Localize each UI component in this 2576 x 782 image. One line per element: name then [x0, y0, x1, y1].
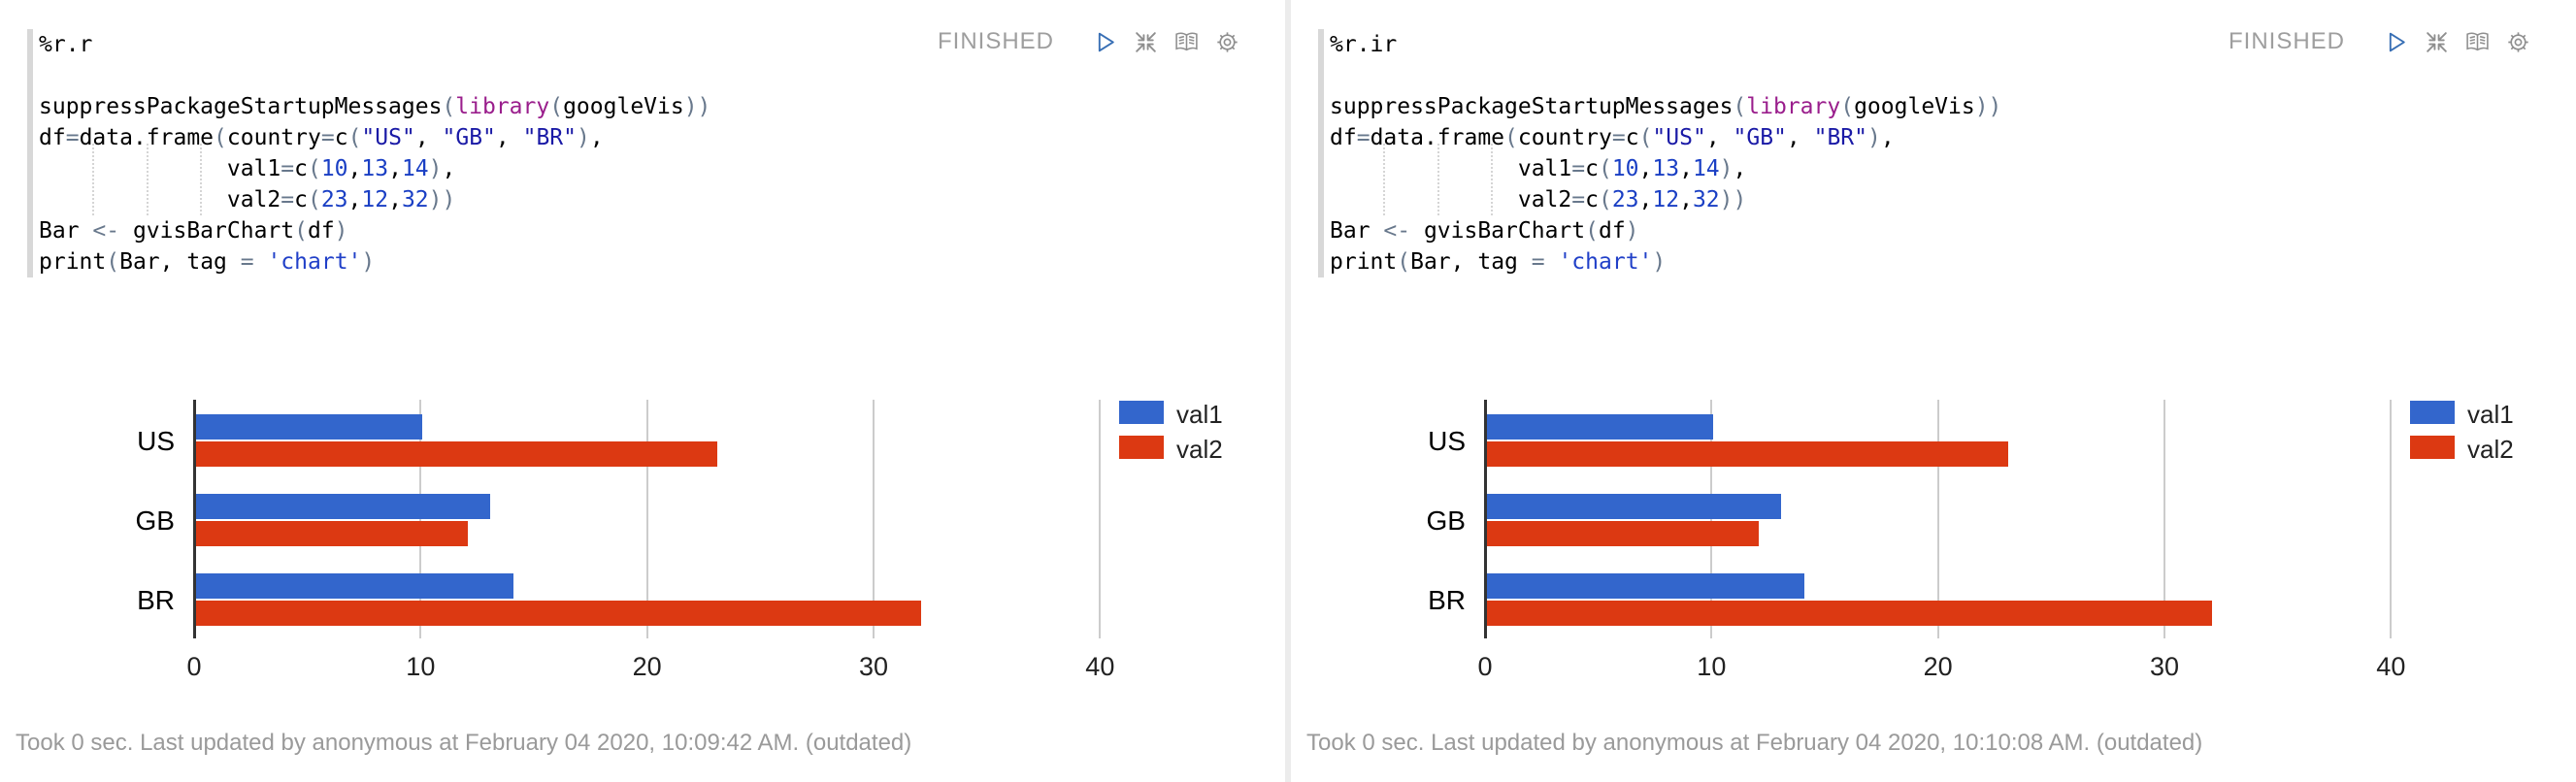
legend-label-val2: val2	[2467, 435, 2514, 464]
x-tick-label: 10	[1697, 652, 1727, 681]
x-tick-label: 40	[1085, 652, 1115, 681]
code-line: Bar <- gvisBarChart(df)	[1330, 218, 1639, 244]
report-icon[interactable]	[2464, 29, 2491, 55]
paragraph-divider	[1285, 0, 1291, 782]
paragraph-interpreter-title: %r.ir	[1330, 32, 1398, 57]
axis-line	[193, 400, 196, 638]
bar-val2-BR[interactable]	[196, 601, 921, 626]
x-tick-label: 30	[858, 652, 889, 681]
bar-val1-GB[interactable]	[1487, 494, 1781, 519]
paragraph-interpreter-title: %r.r	[39, 32, 93, 57]
code-lines: suppressPackageStartupMessages(library(g…	[1330, 60, 2537, 277]
code-line: Bar <- gvisBarChart(df)	[39, 218, 348, 244]
x-tick-label: 40	[2376, 652, 2406, 681]
x-tick-label: 20	[632, 652, 662, 681]
code-area: %r.r suppressPackageStartupMessages(libr…	[39, 29, 1246, 277]
category-label: US	[1428, 426, 1466, 456]
category-label: GB	[1426, 505, 1466, 536]
gridline	[873, 400, 875, 638]
category-label: BR	[1428, 585, 1466, 615]
x-tick-label: 10	[406, 652, 436, 681]
x-tick-label: 0	[1477, 652, 1493, 681]
axis-line	[1484, 400, 1487, 638]
code-line: print(Bar, tag = 'chart')	[1330, 249, 1667, 275]
code-lines: suppressPackageStartupMessages(library(g…	[39, 60, 1246, 277]
gridline	[1936, 400, 1939, 638]
bar-val1-US[interactable]	[196, 414, 422, 440]
settings-gear-icon[interactable]	[2505, 29, 2531, 55]
shrink-icon[interactable]	[2424, 29, 2450, 55]
code-line: val2=c(23,12,32))	[39, 187, 456, 212]
gridline	[419, 400, 422, 638]
code-line: val2=c(23,12,32))	[1330, 187, 1747, 212]
bar-val1-BR[interactable]	[196, 573, 513, 599]
indent-guide	[147, 144, 149, 215]
code-editor[interactable]: %r.ir suppressPackageStartupMessages(lib…	[1318, 29, 2537, 277]
editor-gutter-strip	[27, 29, 33, 277]
category-label: US	[137, 426, 175, 456]
code-line: val1=c(10,13,14),	[39, 156, 456, 181]
legend-swatch-val2	[2410, 436, 2455, 459]
category-label: BR	[137, 585, 175, 615]
code-line: df=data.frame(country=c("US", "GB", "BR"…	[1330, 125, 1895, 150]
code-editor[interactable]: %r.r suppressPackageStartupMessages(libr…	[27, 29, 1246, 277]
code-line: print(Bar, tag = 'chart')	[39, 249, 376, 275]
paragraph-toolbar: FINISHED	[2229, 25, 2531, 58]
settings-gear-icon[interactable]	[1214, 29, 1240, 55]
x-tick-label: 20	[1923, 652, 1953, 681]
paragraph-toolbar: FINISHED	[938, 25, 1240, 58]
legend-label-val2: val2	[1176, 435, 1223, 464]
gridline	[645, 400, 648, 638]
bar-val1-GB[interactable]	[196, 494, 490, 519]
gridline	[1099, 400, 1102, 638]
bar-val2-US[interactable]	[1487, 441, 2008, 467]
legend-swatch-val1	[2410, 401, 2455, 424]
run-icon[interactable]	[2383, 29, 2409, 55]
gridline	[2163, 400, 2165, 638]
run-icon[interactable]	[1092, 29, 1118, 55]
bar-val1-BR[interactable]	[1487, 573, 1804, 599]
bar-val2-BR[interactable]	[1487, 601, 2212, 626]
bar-val2-US[interactable]	[196, 441, 717, 467]
code-line: val1=c(10,13,14),	[1330, 156, 1747, 181]
paragraph-left: %r.r suppressPackageStartupMessages(libr…	[0, 0, 1285, 782]
legend-swatch-val2	[1119, 436, 1164, 459]
status-badge: FINISHED	[937, 28, 1054, 54]
code-line: df=data.frame(country=c("US", "GB", "BR"…	[39, 125, 604, 150]
x-tick-label: 30	[2149, 652, 2180, 681]
legend-swatch-val1	[1119, 401, 1164, 424]
gridline	[2390, 400, 2393, 638]
indent-guide	[1491, 144, 1493, 215]
legend-label-val1: val1	[1176, 400, 1223, 429]
indent-guide	[1383, 144, 1385, 215]
paragraph-footer: Took 0 sec. Last updated by anonymous at…	[1306, 730, 2203, 756]
indent-guide	[92, 144, 94, 215]
report-icon[interactable]	[1173, 29, 1200, 55]
bar-val2-GB[interactable]	[1487, 521, 1759, 546]
bar-val1-US[interactable]	[1487, 414, 1713, 440]
code-area: %r.ir suppressPackageStartupMessages(lib…	[1330, 29, 2537, 277]
code-line: suppressPackageStartupMessages(library(g…	[1330, 94, 2002, 119]
gridline	[1710, 400, 1713, 638]
x-tick-label: 0	[186, 652, 202, 681]
bar-val2-GB[interactable]	[196, 521, 468, 546]
bar-chart: 0 10 20 30 40 US GB BR val1 val2	[0, 0, 1285, 782]
indent-guide	[1437, 144, 1439, 215]
code-line: suppressPackageStartupMessages(library(g…	[39, 94, 711, 119]
status-badge: FINISHED	[2228, 28, 2345, 54]
shrink-icon[interactable]	[1133, 29, 1159, 55]
paragraph-footer: Took 0 sec. Last updated by anonymous at…	[16, 730, 912, 756]
bar-chart: 0 10 20 30 40 US GB BR val1 val2	[1291, 0, 2576, 782]
legend-label-val1: val1	[2467, 400, 2514, 429]
paragraph-right: %r.ir suppressPackageStartupMessages(lib…	[1291, 0, 2576, 782]
indent-guide	[200, 144, 202, 215]
category-label: GB	[135, 505, 175, 536]
editor-gutter-strip	[1318, 29, 1324, 277]
